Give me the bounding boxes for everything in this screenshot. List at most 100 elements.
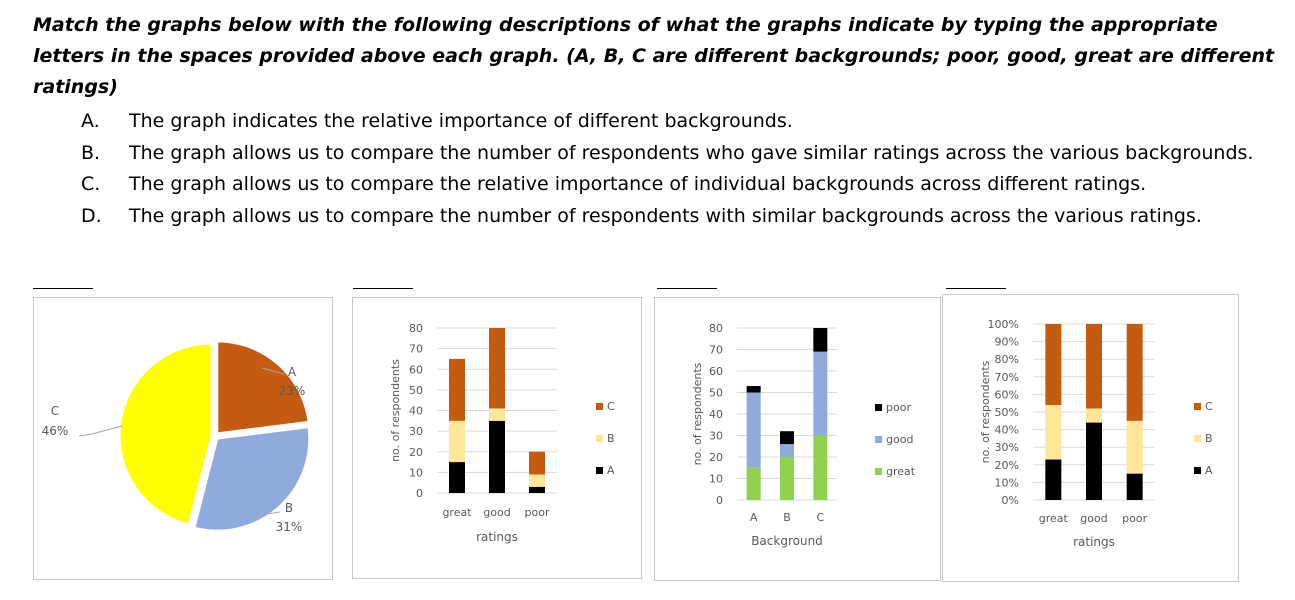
y-tick-label: 30% <box>995 441 1019 454</box>
percent-stacked-bar-chart-panel: 0% 10% 20% 30% 40% 50% 60% 70% 80% 90% 100% great go… <box>942 294 1239 582</box>
pie-label: C <box>51 404 59 418</box>
bar-segment-C-good <box>813 351 828 436</box>
y-tick-label: 70% <box>995 371 1019 384</box>
y-tick-label: 0 <box>716 494 723 507</box>
y-tick-label: 30 <box>709 430 723 443</box>
description-text: The graph allows us to compare the numbe… <box>129 141 1254 164</box>
y-tick-label: 50% <box>995 406 1019 419</box>
legend-label: B <box>607 432 615 445</box>
answer-blank-2[interactable] <box>353 288 413 289</box>
bar-segment-great-C <box>449 358 465 421</box>
description-item: C. The graph allows us to compare the rel… <box>81 169 1253 201</box>
legend-swatch-good <box>875 436 882 443</box>
description-letter: B. <box>81 141 101 164</box>
legend-swatch-B <box>1194 435 1201 442</box>
x-tick-label: good <box>483 506 510 519</box>
legend-label: great <box>886 465 916 478</box>
pie-leader-line <box>78 425 123 437</box>
description-list: A. The graph indicates the relative impor… <box>81 106 1253 232</box>
y-tick-label: 10% <box>995 476 1019 489</box>
y-tick-label: 10 <box>709 473 723 486</box>
bar-segment-great-B <box>1045 404 1062 460</box>
bar-segment-good-B <box>489 408 505 421</box>
stacked-bar-chart-ratings: 0 10 20 30 40 50 60 70 80 great good poor ratings no.… <box>389 322 615 544</box>
legend-label: A <box>1205 464 1213 477</box>
y-tick-label: 40 <box>409 405 423 418</box>
percent-stacked-bar-chart: 0% 10% 20% 30% 40% 50% 60% 70% 80% 90% 100% great go… <box>979 318 1213 549</box>
bar-segment-C-great <box>813 435 828 500</box>
y-tick-label: 70 <box>709 344 723 357</box>
bar-segment-good-A <box>1086 422 1102 500</box>
pie-value-label: 23% <box>279 384 306 398</box>
bar-segment-A-great <box>746 467 761 500</box>
description-text: The graph allows us to compare the numbe… <box>129 204 1202 227</box>
pie-slice-C <box>118 342 213 526</box>
legend-swatch-poor <box>875 404 882 411</box>
description-item: D. The graph allows us to compare the num… <box>81 201 1253 233</box>
y-tick-label: 20% <box>995 459 1019 472</box>
y-tick-label: 40 <box>709 408 723 421</box>
bar-segment-poor-A <box>1126 473 1143 500</box>
description-letter: A. <box>81 110 100 132</box>
y-tick-label: 10 <box>409 466 423 479</box>
bar-segment-poor-C <box>529 451 545 475</box>
answer-blank-4[interactable] <box>946 288 1006 289</box>
legend-label: poor <box>886 401 911 414</box>
legend-swatch-great <box>875 468 882 475</box>
answer-blank-1[interactable] <box>33 288 93 289</box>
x-tick-label: poor <box>525 506 550 519</box>
bar-segment-great-C <box>1045 324 1062 405</box>
bar-segment-good-B <box>1086 408 1102 423</box>
bar-segment-poor-C <box>1126 324 1143 421</box>
y-tick-label: 90% <box>995 336 1019 349</box>
pie-chart-panel: A 23% B 31% C 46% <box>33 297 333 580</box>
y-tick-label: 80% <box>995 353 1019 366</box>
bar-segment-poor-B <box>1126 420 1143 474</box>
y-axis-label: no. of respondents <box>691 362 704 465</box>
stacked-bar-chart-background-panel: 0 10 20 30 40 50 60 70 80 A B C Background no. of res… <box>654 297 941 581</box>
pie-value-label: 31% <box>276 520 303 534</box>
legend-label: C <box>1205 400 1213 413</box>
bar-segment-great-B <box>449 420 465 463</box>
x-tick-label: A <box>750 511 758 524</box>
bar-segment-poor-A <box>529 486 545 493</box>
bar-segment-C-poor <box>813 328 828 352</box>
x-tick-label: great <box>1039 512 1069 525</box>
y-tick-label: 30 <box>409 425 423 438</box>
bar-segment-poor-B <box>529 474 545 487</box>
answer-blank-3[interactable] <box>657 288 717 289</box>
pie-leader-line <box>253 511 281 517</box>
x-tick-label: great <box>442 506 472 519</box>
legend-swatch-C <box>1194 403 1201 410</box>
bar-segment-great-A <box>1045 459 1062 500</box>
x-axis-label: ratings <box>476 530 518 544</box>
pie-slice-A <box>216 340 310 435</box>
legend-swatch-A <box>596 467 603 474</box>
x-tick-label: C <box>816 511 824 524</box>
description-item: B. The graph allows us to compare the num… <box>81 138 1253 170</box>
x-tick-label: B <box>783 511 791 524</box>
y-axis-label: no. of respondents <box>979 360 992 463</box>
stacked-bar-chart-ratings-panel: 0 10 20 30 40 50 60 70 80 great good poor ratings no.… <box>352 297 642 579</box>
legend-swatch-B <box>596 435 603 442</box>
y-tick-label: 80 <box>709 322 723 335</box>
pie-slice-B <box>193 425 311 532</box>
legend-label: C <box>607 400 615 413</box>
y-tick-label: 40% <box>995 424 1019 437</box>
pie-leader-line <box>261 367 285 375</box>
y-tick-label: 100% <box>988 318 1019 331</box>
legend-label: good <box>886 433 913 446</box>
bar-segment-good-A <box>489 420 505 493</box>
bar-segment-B-good <box>780 444 794 457</box>
legend-swatch-C <box>596 403 603 410</box>
y-axis-label: no. of respondents <box>389 359 402 462</box>
y-tick-label: 0% <box>1002 494 1019 507</box>
x-axis-label: ratings <box>1073 535 1115 549</box>
y-tick-label: 70 <box>409 343 423 356</box>
bar-segment-A-good <box>746 392 761 468</box>
pie-chart: A 23% B 31% C 46% <box>42 340 311 534</box>
y-tick-label: 20 <box>709 451 723 464</box>
description-text: The graph indicates the relative importa… <box>129 110 793 132</box>
description-item: A. The graph indicates the relative impor… <box>81 106 1253 138</box>
description-letter: D. <box>81 204 102 227</box>
